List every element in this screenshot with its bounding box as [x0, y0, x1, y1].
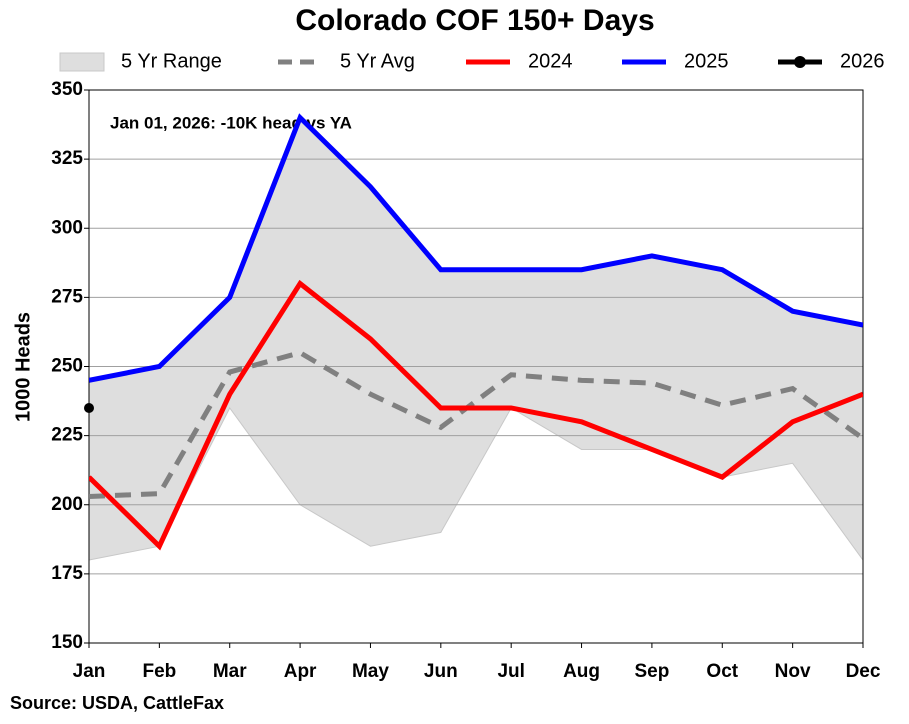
- series-line: [89, 349, 863, 499]
- x-tick-label: Feb: [142, 661, 176, 682]
- legend-label: 2025: [684, 50, 729, 72]
- x-tick-label: Jan: [73, 661, 106, 682]
- y-tick-label: 150: [51, 632, 83, 653]
- y-tick-label: 300: [51, 217, 83, 238]
- x-tick-label: Jun: [424, 661, 458, 682]
- y-tick-label: 175: [51, 563, 83, 584]
- y-tick-label: 225: [51, 425, 83, 446]
- range-area: [88, 116, 864, 562]
- annotation: Jan 01, 2026: -10K head vs YA: [110, 113, 352, 132]
- chart-title: Colorado COF 150+ Days: [295, 4, 654, 37]
- y-axis-label: 1000 Heads: [12, 312, 34, 422]
- x-tick-label: Mar: [213, 661, 247, 682]
- x-tick-label: Oct: [706, 661, 738, 682]
- x-tick-label: Aug: [563, 661, 600, 682]
- marker: [84, 402, 94, 413]
- x-tick-label: Jul: [497, 661, 524, 682]
- y-tick-label: 325: [51, 148, 83, 169]
- x-tick-label: Apr: [284, 661, 317, 682]
- x-tick-label: Dec: [846, 661, 881, 682]
- x-tick-label: Sep: [634, 661, 669, 682]
- y-tick-label: 200: [51, 494, 83, 515]
- series-line: [89, 279, 863, 551]
- legend-label: 5 Yr Avg: [340, 50, 415, 72]
- y-tick-label: 275: [51, 286, 83, 307]
- source: Source: USDA, CattleFax: [10, 693, 224, 713]
- y-tick-label: 350: [51, 79, 83, 100]
- x-tick-label: May: [352, 661, 389, 682]
- y-tick-label: 250: [51, 356, 83, 377]
- legend-label: 5 Yr Range: [121, 50, 222, 72]
- legend-marker: [794, 56, 806, 68]
- legend-label: 2026: [840, 50, 885, 72]
- plot-frame: [88, 89, 864, 644]
- legend-label: 2024: [528, 50, 573, 72]
- series-line: [89, 113, 863, 383]
- legend-swatch: [59, 52, 105, 72]
- x-tick-label: Nov: [775, 661, 811, 682]
